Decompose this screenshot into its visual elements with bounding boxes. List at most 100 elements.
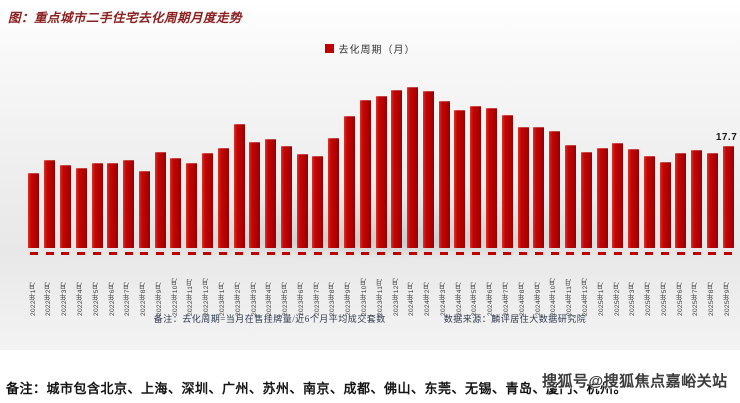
- bar-column: 2024年8月: [515, 60, 531, 316]
- axis-tick: [219, 252, 228, 255]
- x-axis-label: 2022年10月: [171, 278, 179, 316]
- bar-column: 2024年4月: [452, 60, 468, 316]
- axis-tick: [45, 252, 54, 255]
- x-axis-label: 2024年10月: [550, 278, 558, 316]
- bar-column: 2023年9月: [342, 60, 358, 316]
- axis-tick: [440, 252, 449, 255]
- axis-tick: [124, 252, 133, 255]
- bar: [312, 156, 324, 248]
- x-axis-label: 2024年7月: [503, 282, 511, 316]
- axis-tick: [61, 252, 70, 255]
- x-axis-label: 2022年12月: [203, 278, 211, 316]
- bar-column: 2022年8月: [136, 60, 152, 316]
- axis-tick: [582, 252, 591, 255]
- bar: [596, 148, 608, 248]
- bar-column: 2023年10月: [357, 60, 373, 316]
- x-axis-label: 2022年1月: [29, 282, 37, 316]
- x-axis-label: 2024年3月: [439, 282, 447, 316]
- bar-column: 2022年11月: [184, 60, 200, 316]
- axis-tick: [724, 252, 733, 255]
- x-axis-label: 2023年9月: [345, 282, 353, 316]
- bar: [422, 91, 434, 248]
- bar-column: 2022年12月: [200, 60, 216, 316]
- axis-tick: [408, 252, 417, 255]
- axis-tick: [424, 252, 433, 255]
- x-axis-label: 2023年7月: [313, 282, 321, 316]
- bar: [138, 171, 150, 248]
- x-axis-label: 2025年8月: [708, 282, 716, 316]
- bar: [186, 163, 198, 248]
- x-axis-label: 2025年2月: [613, 282, 621, 316]
- bar-column: 2022年6月: [105, 60, 121, 316]
- x-axis-label: 2022年3月: [61, 282, 69, 316]
- bar: [549, 131, 561, 248]
- bar: [170, 158, 182, 248]
- axis-tick: [93, 252, 102, 255]
- bar: [454, 110, 466, 248]
- axis-tick: [313, 252, 322, 255]
- axis-tick: [629, 252, 638, 255]
- bar-column: 2025年1月: [594, 60, 610, 316]
- legend-label: 去化周期（月）: [338, 45, 416, 56]
- x-axis-label: 2022年4月: [76, 282, 84, 316]
- bar: [123, 159, 135, 248]
- bar: [217, 148, 229, 248]
- bar: [580, 152, 592, 248]
- axis-tick: [171, 252, 180, 255]
- x-axis-label: 2025年4月: [645, 282, 653, 316]
- bar: [407, 87, 419, 248]
- cities-footnote: 备注：城市包含北京、上海、深圳、广州、苏州、南京、成都、佛山、东莞、无锡、青岛、…: [6, 381, 628, 396]
- x-axis-label: 2025年6月: [676, 282, 684, 316]
- bar-column: 2022年2月: [42, 60, 58, 316]
- bar: [44, 160, 56, 248]
- x-axis-label: 2024年6月: [487, 282, 495, 316]
- axis-tick: [235, 252, 244, 255]
- x-axis-label: 2024年11月: [566, 278, 574, 316]
- x-axis-label: 2022年6月: [108, 282, 116, 316]
- bar: [233, 124, 245, 248]
- bar: [201, 153, 213, 248]
- x-axis-label: 2023年6月: [297, 282, 305, 316]
- bar: [75, 168, 87, 248]
- x-axis-label: 2024年2月: [424, 282, 432, 316]
- bar: [391, 89, 403, 248]
- bar-column: 2025年2月: [610, 60, 626, 316]
- bar: [722, 145, 734, 248]
- bar: [486, 107, 498, 248]
- bar: [154, 151, 166, 248]
- bar-column: 2024年2月: [421, 60, 437, 316]
- x-axis-label: 2022年9月: [155, 282, 163, 316]
- bar: [107, 162, 119, 248]
- axis-tick: [676, 252, 685, 255]
- data-source-note: 数据来源：麟评居住大数据研究院: [443, 314, 587, 324]
- bar: [628, 148, 640, 248]
- bar-column: 2025年5月: [657, 60, 673, 316]
- bar-chart-plot: 2022年1月 2022年2月 2022年3月 2022年4月 2022年5月 2022年…: [26, 60, 737, 316]
- bar: [344, 116, 356, 248]
- x-axis-label: 2024年1月: [408, 282, 416, 316]
- bar-column: 2025年3月: [626, 60, 642, 316]
- bar-column: 2025年6月: [673, 60, 689, 316]
- axis-tick: [187, 252, 196, 255]
- axis-tick: [156, 252, 165, 255]
- bar-column: 2024年10月: [547, 60, 563, 316]
- bar: [659, 161, 671, 248]
- x-axis-label: 2023年4月: [266, 282, 274, 316]
- axis-tick: [598, 252, 607, 255]
- bar: [533, 126, 545, 248]
- x-axis-label: 2025年3月: [629, 282, 637, 316]
- axis-tick: [519, 252, 528, 255]
- bar-column: 2023年4月: [263, 60, 279, 316]
- x-axis-label: 2024年9月: [534, 282, 542, 316]
- bar-column: 2023年7月: [310, 60, 326, 316]
- bar-column: 2025年4月: [641, 60, 657, 316]
- axis-tick: [329, 252, 338, 255]
- bar-column: 2023年1月: [215, 60, 231, 316]
- bar-column: 2022年1月: [26, 60, 42, 316]
- axis-tick: [487, 252, 496, 255]
- x-axis-label: 2022年7月: [124, 282, 132, 316]
- axis-tick: [250, 252, 259, 255]
- axis-tick: [203, 252, 212, 255]
- bar-column: 2024年1月: [405, 60, 421, 316]
- x-axis-label: 2023年10月: [361, 278, 368, 316]
